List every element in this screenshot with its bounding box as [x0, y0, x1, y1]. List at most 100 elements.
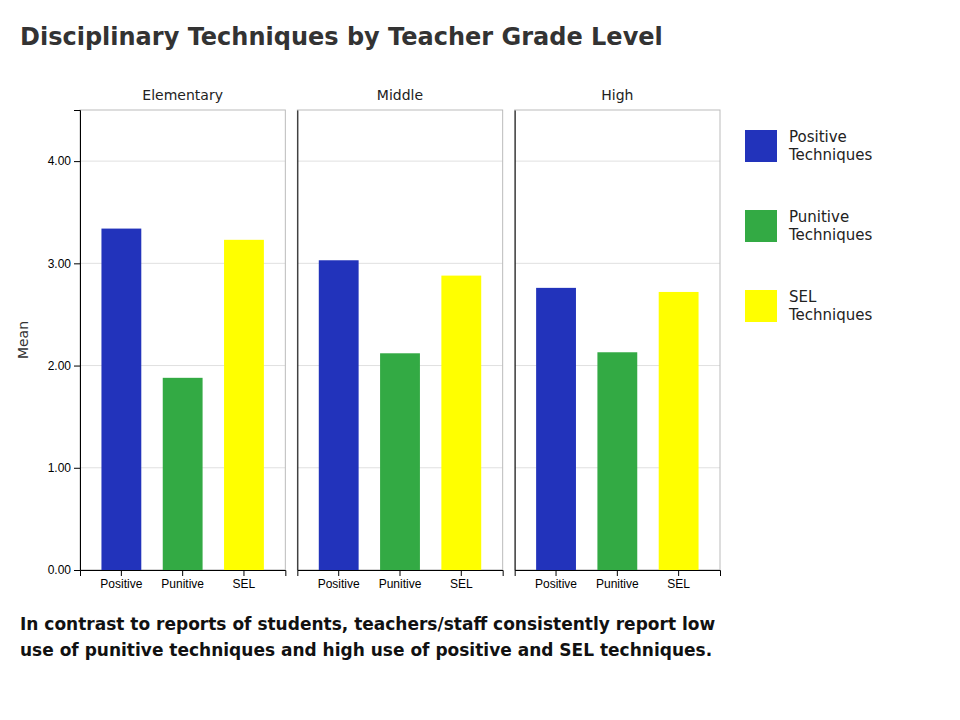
y-tick-mark [74, 570, 80, 571]
y-tick-mark [74, 161, 80, 162]
grid [80, 161, 285, 570]
legend-item: PositiveTechniques [745, 128, 873, 164]
x-tick-label: SEL [233, 577, 256, 591]
y-tick-mark [74, 263, 80, 264]
x-tick-label: SEL [667, 577, 690, 591]
x-tick-label: Positive [100, 577, 142, 591]
y-tick-mark [74, 468, 80, 469]
grid [297, 161, 502, 570]
chart-svg: Disciplinary Techniques by Teacher Grade… [0, 0, 960, 720]
panel-title: Elementary [142, 87, 223, 103]
panel-frame [297, 110, 502, 570]
x-tick: Positive [318, 570, 360, 591]
grid-line [515, 161, 720, 162]
y-tick: 2.00 [48, 359, 80, 373]
legend-label-line: Techniques [788, 306, 873, 324]
bar [163, 378, 203, 570]
y-tick-label: 2.00 [48, 359, 72, 373]
panel-title: Middle [377, 87, 423, 103]
y-tick: 4.00 [48, 154, 80, 168]
panel: Positive Punitive SEL High [515, 87, 721, 591]
x-tick: Punitive [379, 570, 422, 591]
legend-swatch [745, 130, 777, 162]
legend-label-line: Techniques [788, 226, 873, 244]
x-tick-label: Punitive [161, 577, 204, 591]
y-axis [514, 111, 516, 571]
bar [441, 276, 481, 570]
y-tick-label: 0.00 [48, 563, 72, 577]
x-tick-mark [243, 570, 244, 576]
legend: PositiveTechniquesPunitiveTechniquesSELT… [745, 128, 873, 324]
grid-line [80, 161, 285, 162]
x-tick: Punitive [161, 570, 204, 591]
x-tick: Positive [100, 570, 142, 591]
x-tick-mark [400, 570, 401, 576]
bar [659, 292, 699, 570]
bar [380, 353, 420, 570]
x-tick-mark [678, 570, 679, 576]
grid-line [515, 263, 720, 264]
bar [597, 352, 637, 570]
bars [536, 288, 698, 570]
bar [101, 229, 141, 570]
x-tick: SEL [667, 570, 690, 591]
x-tick-mark [461, 570, 462, 576]
legend-label-line: Punitive [789, 208, 849, 226]
x-tick-mark [121, 570, 122, 576]
x-tick: SEL [233, 570, 256, 591]
x-axis-line [298, 571, 503, 577]
y-axis-line [515, 111, 516, 571]
x-tick: SEL [450, 570, 473, 591]
legend-swatch [745, 210, 777, 242]
y-tick: 0.00 [48, 563, 80, 577]
legend-label-line: Techniques [788, 146, 873, 164]
bar [224, 240, 264, 570]
y-axis [297, 111, 299, 571]
x-axis: Positive Punitive SEL [515, 570, 720, 591]
y-axis: 0.00 1.00 2.00 3.00 4.00 [48, 111, 81, 578]
annotation-line: use of punitive techniques and high use … [20, 640, 712, 660]
legend-item: SELTechniques [745, 288, 873, 324]
x-tick: Punitive [596, 570, 639, 591]
grid [515, 161, 720, 570]
panel-frame [80, 110, 285, 570]
y-tick-label: 3.00 [48, 257, 72, 271]
legend-swatch [745, 290, 777, 322]
legend-label: PositiveTechniques [788, 128, 873, 164]
chart-title: Disciplinary Techniques by Teacher Grade… [20, 23, 663, 51]
x-tick-label: Punitive [596, 577, 639, 591]
bars [101, 229, 263, 570]
panel: Positive Punitive SEL 0.00 1.00 2.00 3.00 4.00 E… [48, 87, 286, 591]
legend-item: PunitiveTechniques [745, 208, 873, 244]
x-tick-label: Positive [535, 577, 577, 591]
y-tick-label: 1.00 [48, 461, 72, 475]
x-axis-line [81, 571, 286, 577]
annotation-line: In contrast to reports of students, teac… [20, 614, 715, 634]
grid-line [297, 161, 502, 162]
bar [319, 260, 359, 570]
panel-title: High [601, 87, 633, 103]
y-tick: 3.00 [48, 257, 80, 271]
x-tick-mark [182, 570, 183, 576]
y-axis-line [297, 111, 298, 571]
y-axis-title: Mean [15, 321, 31, 359]
x-axis-line [515, 571, 720, 577]
chart-container: Disciplinary Techniques by Teacher Grade… [0, 0, 960, 720]
y-tick-label: 4.00 [48, 154, 72, 168]
legend-label: SELTechniques [788, 288, 873, 324]
x-tick-mark [617, 570, 618, 576]
x-tick-mark [556, 570, 557, 576]
legend-label-line: SEL [789, 288, 817, 306]
y-tick-mark [74, 366, 80, 367]
x-axis: Positive Punitive SEL [81, 570, 286, 591]
panel: Positive Punitive SEL Middle [297, 87, 503, 591]
x-tick-mark [338, 570, 339, 576]
legend-label-line: Positive [789, 128, 847, 146]
x-tick-label: SEL [450, 577, 473, 591]
annotation: In contrast to reports of students, teac… [20, 614, 715, 660]
legend-label: PunitiveTechniques [788, 208, 873, 244]
x-axis: Positive Punitive SEL [298, 570, 503, 591]
bars [319, 260, 481, 570]
y-axis-line [74, 111, 81, 571]
panel-frame [515, 110, 720, 570]
